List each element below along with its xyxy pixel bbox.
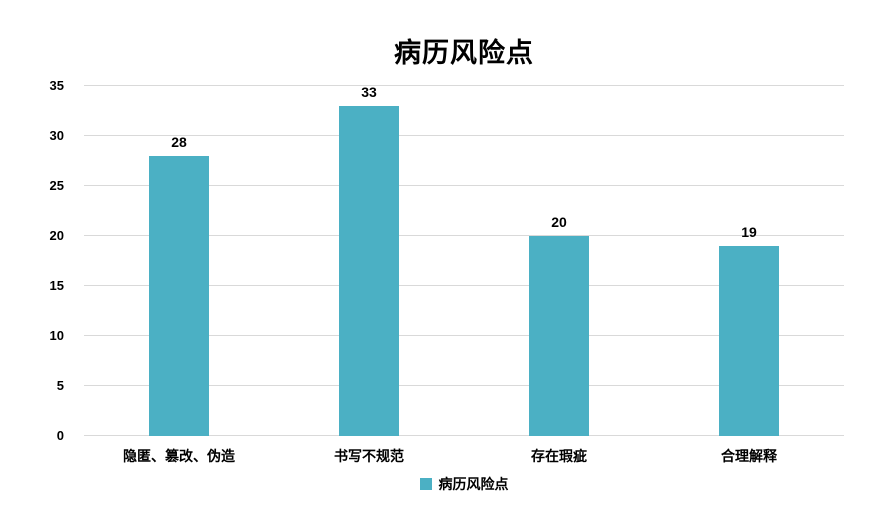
gridline (84, 85, 844, 86)
y-tick-label: 5 (56, 378, 64, 393)
gridline (84, 135, 844, 136)
x-category-label: 隐匿、篡改、伪造 (123, 448, 235, 464)
bar (529, 236, 589, 436)
legend-label: 病历风险点 (438, 476, 509, 492)
gridline (84, 385, 844, 386)
gridline (84, 285, 844, 286)
bar-value-label: 20 (551, 214, 567, 230)
y-tick-label: 20 (49, 228, 64, 243)
gridline (84, 235, 844, 236)
y-tick-label: 35 (49, 78, 64, 93)
bar (719, 246, 779, 436)
bar (339, 106, 399, 436)
chart-title: 病历风险点 (394, 38, 534, 68)
plot-area: 28 33 20 19 (84, 84, 844, 436)
x-category-label: 合理解释 (721, 448, 777, 464)
legend-swatch-icon (419, 478, 432, 490)
gridline (84, 335, 844, 336)
bar-value-label: 19 (741, 224, 757, 240)
legend: 病历风险点 (84, 474, 844, 494)
y-tick-label: 10 (49, 328, 64, 343)
x-category-label: 存在瑕疵 (531, 448, 587, 464)
bar (149, 156, 209, 436)
bar-value-label: 33 (361, 84, 377, 100)
bar-value-label: 28 (171, 134, 187, 150)
y-tick-label: 25 (49, 178, 64, 193)
y-tick-label: 0 (56, 428, 64, 443)
y-tick-label: 30 (49, 128, 64, 143)
y-tick-label: 15 (49, 278, 64, 293)
x-axis-labels: 隐匿、篡改、伪造 书写不规范 存在瑕疵 合理解释 (84, 446, 844, 466)
gridline (84, 185, 844, 186)
x-category-label: 书写不规范 (334, 448, 404, 464)
gridline (84, 435, 844, 436)
y-axis-labels: 0 5 10 15 20 25 30 35 (0, 78, 74, 443)
